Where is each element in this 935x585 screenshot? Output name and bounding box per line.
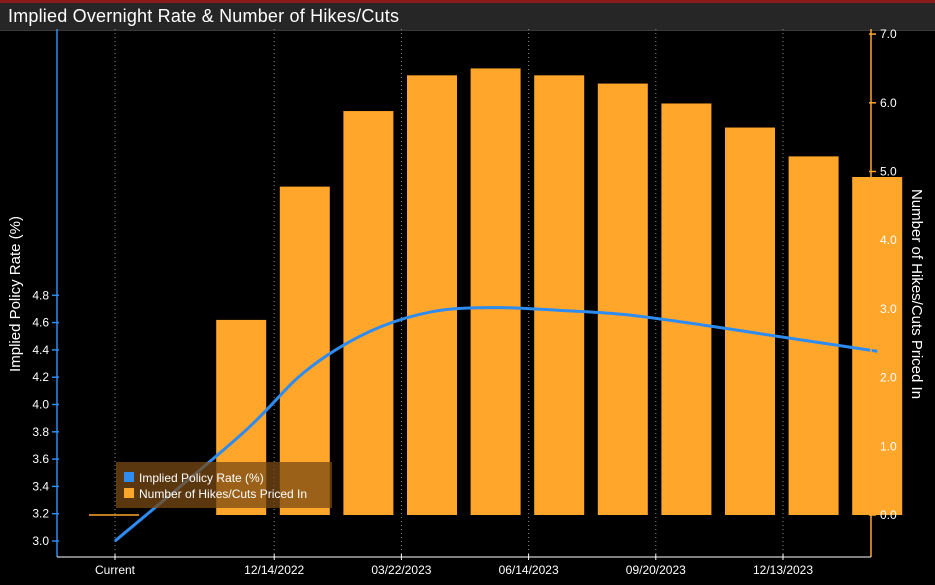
chart-title: Implied Overnight Rate & Number of Hikes… — [8, 6, 400, 26]
left-tick-label: 3.8 — [32, 425, 49, 439]
legend: Implied Policy Rate (%) Number of Hikes/C… — [116, 462, 332, 508]
left-tick-label: 3.2 — [32, 507, 49, 521]
left-tick-label: 4.8 — [32, 288, 49, 302]
bar — [407, 75, 457, 515]
bar — [597, 83, 648, 516]
top-accent-strip — [0, 0, 935, 3]
line-point — [558, 309, 560, 311]
line-point — [304, 371, 306, 373]
bar — [279, 186, 330, 515]
legend-box — [116, 462, 332, 508]
right-tick-label: 7.0 — [880, 27, 897, 41]
right-tick-label: 6.0 — [880, 96, 897, 110]
legend-swatch-hikes — [124, 488, 134, 498]
line-point — [876, 350, 878, 352]
left-tick-label: 4.0 — [32, 398, 49, 412]
x-tick-label: Current — [95, 563, 136, 577]
right-tick-label: 5.0 — [880, 165, 897, 179]
line-point — [749, 331, 751, 333]
left-tick-label: 4.4 — [32, 343, 49, 357]
right-tick-label: 2.0 — [880, 371, 897, 385]
line-point — [685, 322, 687, 324]
line-point — [622, 313, 624, 315]
left-tick-label: 4.6 — [32, 316, 49, 330]
line-point — [495, 307, 497, 309]
line-point — [240, 434, 242, 436]
left-axis-title: Implied Policy Rate (%) — [7, 216, 24, 372]
bar — [788, 156, 839, 516]
title-bar: Implied Overnight Rate & Number of Hikes… — [0, 3, 935, 31]
bar — [343, 111, 394, 515]
line-point — [813, 341, 815, 343]
line-point — [114, 540, 116, 542]
left-tick-label: 3.6 — [32, 452, 49, 466]
bar — [725, 127, 775, 516]
x-tick-label: 12/14/2022 — [244, 563, 304, 577]
line-point — [431, 311, 433, 313]
right-tick-label: 1.0 — [880, 439, 897, 453]
rate-line — [114, 306, 878, 543]
bar — [661, 103, 712, 515]
right-tick-label: 0.0 — [880, 508, 897, 522]
legend-label-hikes: Number of Hikes/Cuts Priced In — [139, 487, 307, 501]
bars-layer — [89, 68, 903, 516]
bar — [534, 75, 585, 515]
line-layer — [114, 306, 878, 543]
x-tick-label: 12/13/2023 — [753, 563, 813, 577]
x-tick-label: 09/20/2023 — [626, 563, 686, 577]
legend-label-rate: Implied Policy Rate (%) — [139, 471, 264, 485]
right-tick-label: 4.0 — [880, 233, 897, 247]
bar — [852, 176, 903, 515]
line-point — [367, 331, 369, 333]
left-tick-label: 3.4 — [32, 479, 49, 493]
bar — [470, 68, 521, 515]
legend-swatch-rate — [124, 472, 134, 482]
axes-layer: 3.0 3.2 3.4 3.6 3.8 4.0 4.2 4.4 4.6 4.8 0.0 1.0 2.0 3… — [7, 27, 925, 577]
left-tick-label: 4.2 — [32, 370, 49, 384]
x-tick-label: 03/22/2023 — [371, 563, 431, 577]
right-axis-title: Number of Hikes/Cuts Priced In — [908, 189, 925, 399]
right-tick-label: 3.0 — [880, 302, 897, 316]
left-tick-label: 3.0 — [32, 534, 49, 548]
x-tick-label: 06/14/2023 — [499, 563, 559, 577]
